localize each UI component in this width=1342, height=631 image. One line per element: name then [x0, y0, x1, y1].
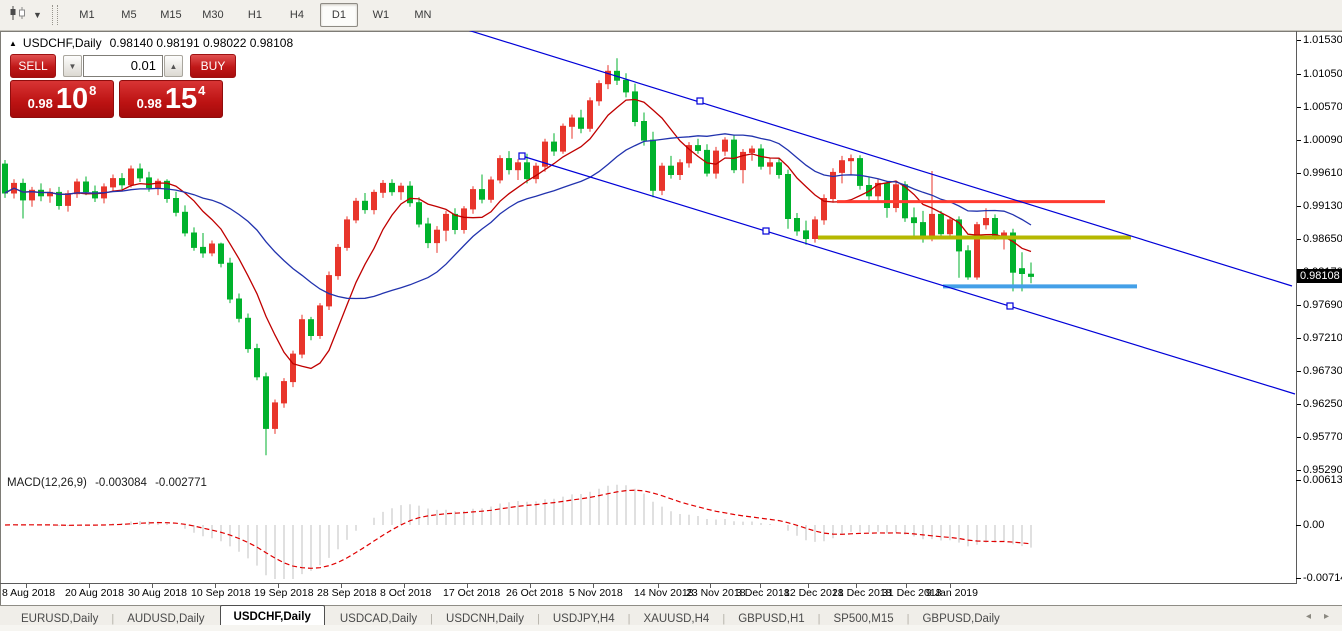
- date-axis-label: 17 Oct 2018: [443, 587, 501, 599]
- toolbar-separator: [51, 5, 58, 25]
- price-axis-label: 1.00090: [1303, 133, 1342, 146]
- date-axis-label: 20 Aug 2018: [65, 587, 124, 599]
- macd-axis-label: -0.007142: [1303, 571, 1342, 584]
- current-price-badge: 0.98108: [1297, 269, 1342, 283]
- tab-separator: |: [906, 612, 910, 625]
- price-axis-label: 0.95770: [1303, 430, 1342, 443]
- macd-value-histogram: -0.003084: [95, 477, 147, 489]
- date-axis-label: 3 Dec 2018: [736, 587, 790, 599]
- collapse-arrow-icon[interactable]: ▲: [9, 38, 17, 48]
- ohlc-readout: 0.98140 0.98191 0.98022 0.98108: [109, 36, 294, 50]
- one-click-trading-panel: SELL ▼ 0.01 ▲ BUY 0.98 10 8 0.98 15 4: [10, 54, 236, 118]
- price-axis-label: 0.99610: [1303, 166, 1342, 179]
- buy-price-small: 0.98: [136, 96, 162, 111]
- price-axis-label: 1.01530: [1303, 34, 1342, 47]
- timeframe-button-m5[interactable]: M5: [121, 9, 137, 21]
- price-chart-canvas[interactable]: [0, 31, 1296, 470]
- timeframe-button-h4[interactable]: H4: [289, 9, 304, 21]
- date-axis-label: 23 Nov 2018: [686, 587, 746, 599]
- sell-price-small: 0.98: [27, 96, 53, 111]
- date-axis-label: 19 Sep 2018: [254, 587, 314, 599]
- lot-increase-button[interactable]: ▲: [164, 55, 183, 77]
- chart-tab-usdcnh[interactable]: USDCNH,Daily: [446, 612, 524, 625]
- timeframe-button-mn[interactable]: MN: [414, 9, 432, 21]
- tab-separator: |: [722, 612, 726, 625]
- chevron-down-icon[interactable]: ▼: [33, 10, 42, 20]
- date-axis-label: 26 Oct 2018: [506, 587, 564, 599]
- macd-axis-label: 0.006137: [1303, 473, 1342, 486]
- buy-button[interactable]: BUY: [190, 54, 236, 78]
- sell-price-sup: 8: [89, 83, 97, 98]
- date-axis-label: 8 Aug 2018: [2, 587, 56, 599]
- date-axis-label: 10 Sep 2018: [191, 587, 251, 599]
- chart-tab-audusd[interactable]: AUDUSD,Daily: [127, 612, 205, 625]
- chart-tab-usdcad[interactable]: USDCAD,Daily: [339, 612, 418, 625]
- timeframe-button-m15[interactable]: M15: [160, 9, 182, 21]
- chart-window: [0, 31, 1342, 605]
- sell-price-big: 10: [55, 83, 89, 115]
- chart-tab-xauusd[interactable]: XAUUSD,H4: [643, 612, 710, 625]
- macd-indicator-label: MACD(12,26,9) -0.003084 -0.002771: [7, 477, 212, 489]
- price-axis-label: 0.96730: [1303, 364, 1342, 377]
- macd-indicator-canvas[interactable]: [0, 474, 1296, 583]
- date-axis-label: 21 Dec 2018: [832, 587, 892, 599]
- chart-tab-usdjpy[interactable]: USDJPY,H4: [552, 612, 615, 625]
- macd-name: MACD(12,26,9): [7, 477, 87, 489]
- price-axis-label: 1.01050: [1303, 67, 1342, 80]
- macd-axis-label: 0.00: [1303, 518, 1325, 531]
- price-axis-label: 0.98650: [1303, 232, 1342, 245]
- price-axis-border: [1296, 31, 1297, 583]
- timeframe-toolbar: ▼ M1 M5 M15 M30 H1 H4 D1 W1 MN: [0, 0, 1342, 31]
- tab-separator: |: [627, 612, 631, 625]
- price-axis-label: 0.96250: [1303, 397, 1342, 410]
- price-axis-label: 0.97210: [1303, 331, 1342, 344]
- timeframe-buttons: M1 M5 M15 M30 H1 H4 D1 W1 MN: [66, 3, 444, 27]
- chart-title: ▲ USDCHF,Daily 0.98140 0.98191 0.98022 0…: [9, 36, 293, 50]
- date-axis-label: 9 Jan 2019: [926, 587, 978, 599]
- timeframe-button-m30[interactable]: M30: [202, 9, 224, 21]
- date-axis-label: 31 Dec 2018: [882, 587, 942, 599]
- tab-separator: |: [111, 612, 115, 625]
- date-axis-label: 28 Sep 2018: [317, 587, 377, 599]
- tab-separator: |: [817, 612, 821, 625]
- candlestick-tool-icon[interactable]: [8, 5, 28, 26]
- tab-separator: |: [536, 612, 540, 625]
- date-axis-label: 8 Oct 2018: [380, 587, 432, 599]
- timeframe-button-m1[interactable]: M1: [79, 9, 95, 21]
- price-axis-label: 0.97690: [1303, 298, 1342, 311]
- sell-button[interactable]: SELL: [10, 54, 56, 78]
- timeframe-button-w1[interactable]: W1: [372, 9, 390, 21]
- macd-value-signal: -0.002771: [155, 477, 207, 489]
- chart-tab-gbpusd[interactable]: GBPUSD,H1: [738, 612, 805, 625]
- price-axis-label: 0.99130: [1303, 199, 1342, 212]
- sell-price-tile[interactable]: 0.98 10 8: [10, 80, 114, 118]
- macd-bottom-border: [0, 583, 1297, 584]
- buy-price-tile[interactable]: 0.98 15 4: [119, 80, 223, 118]
- tab-scroll-right-icon[interactable]: ▸: [1324, 611, 1330, 622]
- tab-scroll-left-icon[interactable]: ◂: [1306, 611, 1312, 622]
- chart-tab-gbpusd[interactable]: GBPUSD,Daily: [922, 612, 1000, 625]
- chart-tab-sp500[interactable]: SP500,M15: [833, 612, 894, 625]
- date-axis-label: 5 Nov 2018: [569, 587, 623, 599]
- chart-tab-eurusd[interactable]: EURUSD,Daily: [21, 612, 99, 625]
- date-axis-label: 12 Dec 2018: [784, 587, 844, 599]
- lot-decrease-button[interactable]: ▼: [63, 55, 82, 77]
- buy-price-big: 15: [164, 83, 198, 115]
- timeframe-button-d1[interactable]: D1: [319, 3, 358, 27]
- buy-price-sup: 4: [198, 83, 206, 98]
- tab-separator: |: [430, 612, 434, 625]
- timeframe-button-h1[interactable]: H1: [247, 9, 262, 21]
- window-bottom-edge: [0, 625, 1342, 631]
- price-axis-label: 1.00570: [1303, 100, 1342, 113]
- lot-size-input[interactable]: 0.01: [83, 55, 163, 77]
- chart-symbol-label: USDCHF,Daily: [22, 36, 102, 50]
- price-axis-label: 0.95290: [1303, 463, 1342, 476]
- date-axis-label: 30 Aug 2018: [128, 587, 187, 599]
- date-axis-label: 14 Nov 2018: [634, 587, 694, 599]
